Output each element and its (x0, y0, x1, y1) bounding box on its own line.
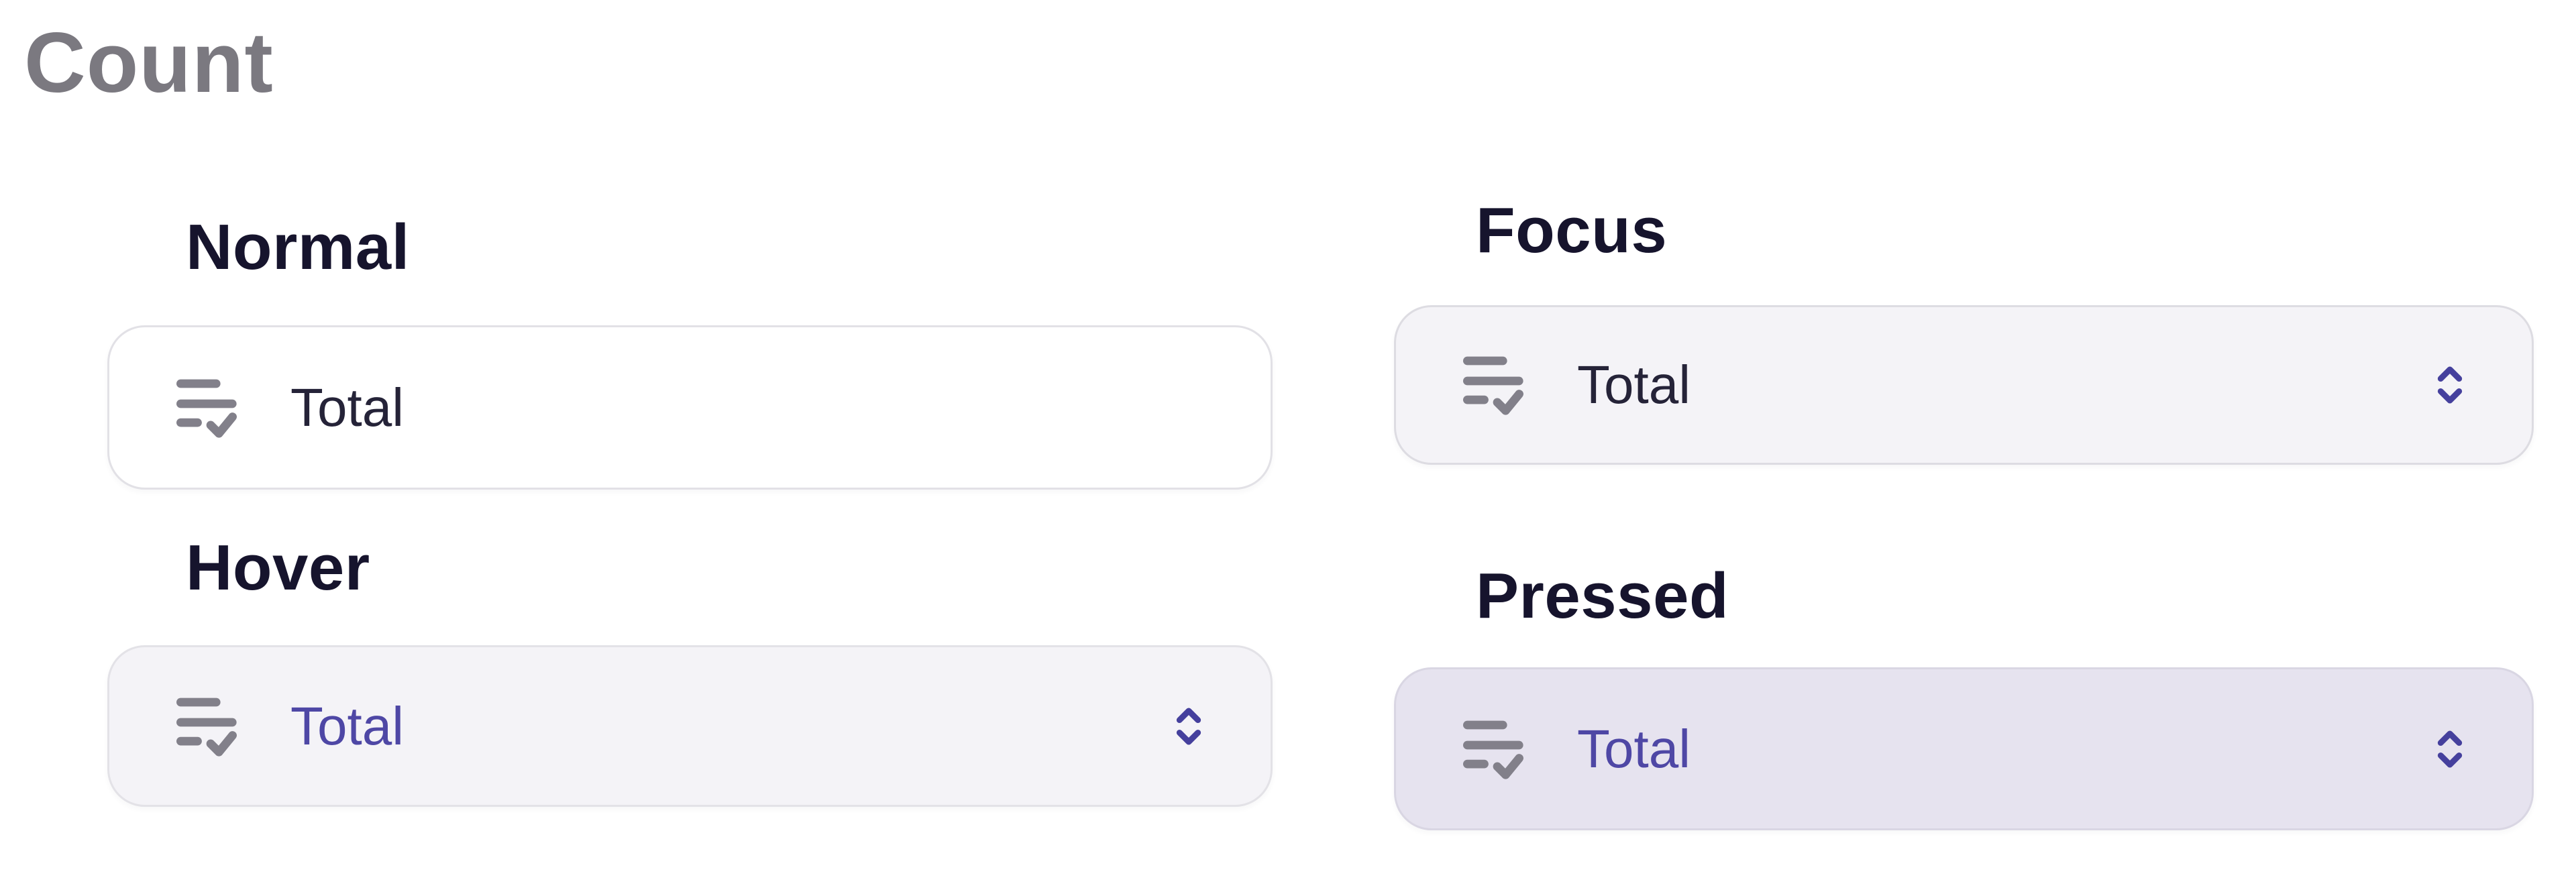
count-dropdown-hover[interactable]: Total (107, 645, 1273, 807)
page-title: Count (24, 15, 274, 110)
list-check-icon (176, 378, 237, 438)
dropdown-value: Total (290, 377, 404, 437)
dropdown-value: Total (1577, 718, 1690, 779)
count-dropdown-focus[interactable]: Total (1394, 305, 2534, 465)
count-dropdown-normal[interactable]: Total (107, 325, 1273, 490)
state-label-focus: Focus (1476, 194, 1668, 266)
count-dropdown-pressed[interactable]: Total (1394, 667, 2534, 830)
dropdown-value: Total (290, 696, 404, 756)
unfold-more-icon (2435, 728, 2465, 770)
dropdown-value: Total (1577, 355, 1690, 414)
unfold-more-icon (1174, 706, 1203, 747)
state-label-normal: Normal (186, 211, 410, 283)
unfold-more-icon (2435, 364, 2465, 406)
list-check-icon (1463, 719, 1523, 779)
state-label-pressed: Pressed (1476, 560, 1729, 632)
state-label-hover: Hover (186, 532, 370, 604)
list-check-icon (176, 696, 237, 757)
list-check-icon (1463, 355, 1523, 415)
